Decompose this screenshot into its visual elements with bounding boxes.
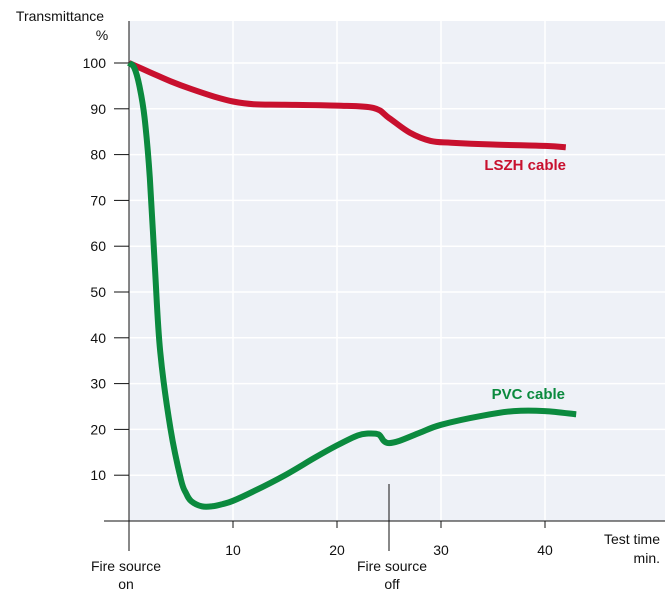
y-axis-unit: %: [96, 27, 108, 43]
x-tick-label: 10: [225, 542, 241, 558]
lszh-series-line: [127, 60, 567, 151]
fire-on-annotation-line2: on: [118, 576, 134, 592]
y-tick-label: 80: [90, 147, 106, 163]
gridlines: [129, 21, 665, 521]
y-tick-label: 30: [90, 376, 106, 392]
y-tick-label: 70: [90, 192, 106, 208]
pvc-series-label: PVC cable: [492, 386, 565, 403]
series-lines: [127, 60, 577, 510]
x-tick-label: 40: [537, 542, 553, 558]
y-tick-label: 50: [90, 284, 106, 300]
y-tick-label: 10: [90, 467, 106, 483]
pvc-series-line: [127, 60, 577, 510]
y-tick-label: 90: [90, 101, 106, 117]
x-tick-label: 30: [433, 542, 449, 558]
x-axis-unit: min.: [634, 550, 660, 566]
fire-off-annotation-line2: off: [384, 576, 399, 592]
x-axis-title: Test time: [604, 531, 660, 547]
tick-labels: 10 20 30 40 50 60 70 80 90 100 10 20 30 40: [83, 55, 553, 558]
fire-off-annotation-line1: Fire source: [357, 558, 427, 574]
plot-area-background: [129, 21, 665, 521]
x-tick-label: 20: [329, 542, 345, 558]
axes: [104, 21, 665, 551]
lszh-series-label: LSZH cable: [484, 157, 566, 174]
y-tick-label: 40: [90, 330, 106, 346]
y-tick-label: 100: [83, 55, 107, 71]
y-tick-label: 20: [90, 421, 106, 437]
y-axis-title: Transmittance: [16, 8, 104, 24]
y-tick-label: 60: [90, 238, 106, 254]
fire-on-annotation-line1: Fire source: [91, 558, 161, 574]
